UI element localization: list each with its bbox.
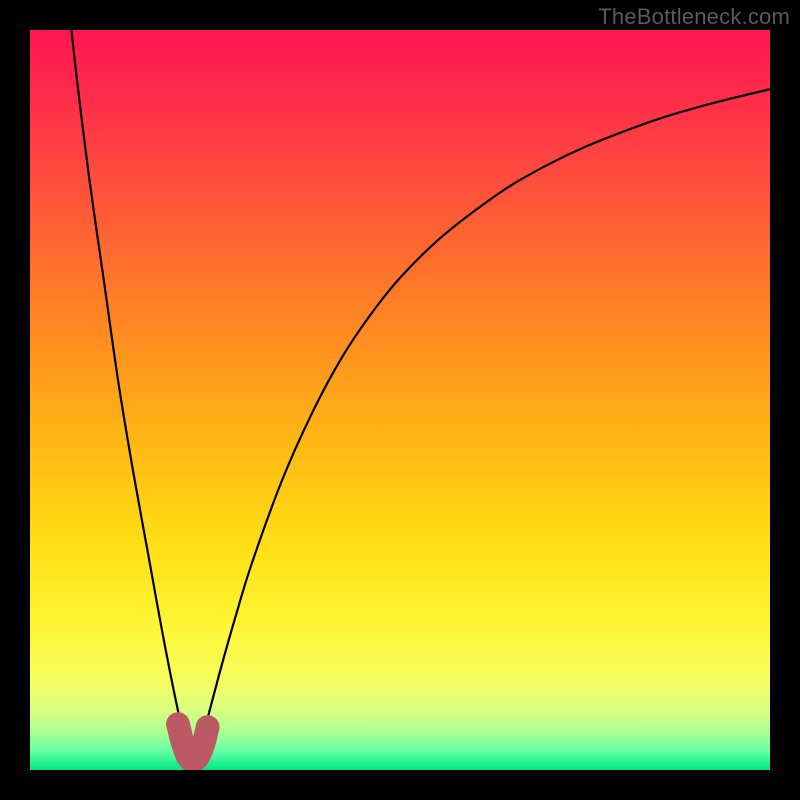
plot-svg — [30, 30, 770, 770]
watermark-text: TheBottleneck.com — [598, 4, 790, 30]
plot-area — [30, 30, 770, 770]
chart-container: TheBottleneck.com — [0, 0, 800, 800]
gradient-background — [30, 30, 770, 770]
